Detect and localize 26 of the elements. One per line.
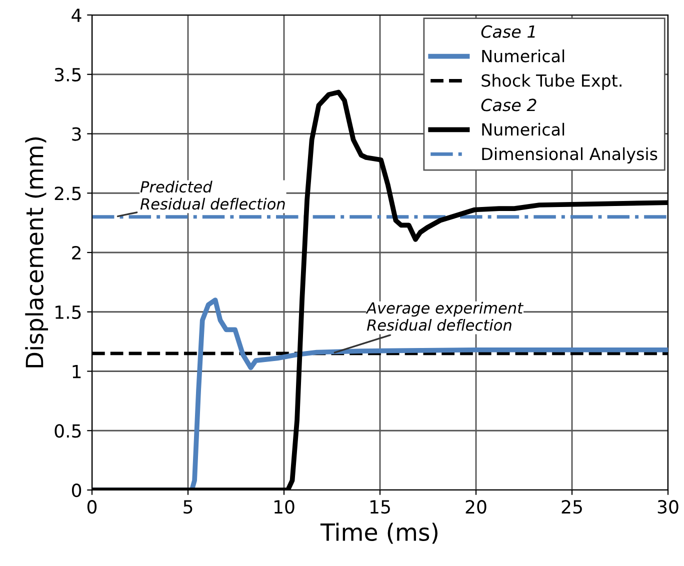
y-tick-label: 4	[72, 8, 82, 22]
x-tick-label: 25	[562, 500, 582, 514]
y-tick-label: 2.5	[54, 186, 81, 200]
x-tick-label: 15	[370, 500, 390, 514]
y-tick-label: 3.5	[54, 68, 81, 82]
x-tick-label: 0	[87, 500, 97, 514]
legend-label: Shock Tube Expt.	[482, 74, 622, 90]
x-axis-title: Time (ms)	[320, 522, 438, 544]
y-axis-title: Displacement (mm)	[25, 137, 48, 368]
annotation: Case 1	[481, 25, 535, 38]
x-tick-label: 20	[466, 500, 486, 514]
y-tick-label: 0.5	[54, 424, 81, 438]
x-tick-label: 5	[184, 500, 192, 514]
y-tick-label: 2	[72, 246, 80, 260]
legend-label: Numerical	[482, 49, 564, 62]
legend-label: Numerical	[482, 122, 564, 136]
y-tick-label: 1	[72, 364, 81, 378]
x-tick-label: 10	[274, 500, 294, 514]
annotation: Predicted Residual deflection	[140, 180, 285, 210]
y-tick-label: 3	[72, 127, 81, 141]
annotation: Case 2	[481, 98, 536, 112]
annotation: Average experiment Residual deflection	[366, 302, 524, 331]
legend-label: Dimensional Analysis	[482, 147, 658, 164]
x-tick-label: 30	[658, 500, 678, 514]
y-tick-label: 0	[72, 483, 82, 498]
y-tick-label: 1.5	[56, 306, 81, 319]
